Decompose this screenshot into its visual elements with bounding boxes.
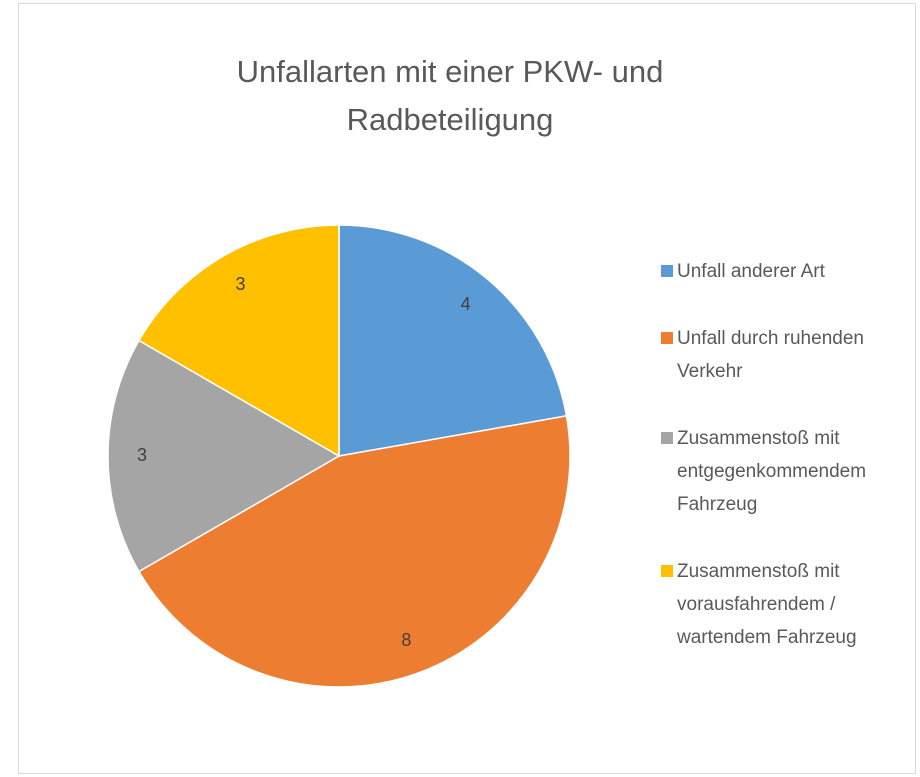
legend-label: Zusammenstoß mit vorausfahrendem / warte… [677, 561, 857, 648]
legend-swatch [661, 265, 673, 277]
data-label: 4 [461, 294, 471, 314]
legend-label: Zusammenstoß mit entgegenkommendem Fahrz… [677, 428, 867, 515]
legend-item: Zusammenstoß mit entgegenkommendem Fahrz… [658, 422, 908, 521]
legend-swatch [661, 565, 673, 577]
legend-swatch [661, 332, 673, 344]
pie-slice [338, 224, 568, 457]
legend-label: Unfall anderer Art [677, 261, 825, 282]
pie-slice [107, 339, 341, 573]
legend-label: Unfall durch ruhenden Verkehr [677, 328, 864, 382]
chart-title: Unfallarten mit einer PKW- und Radbeteil… [236, 54, 664, 137]
chart-border [18, 3, 916, 774]
legend: Unfall anderer Art Unfall durch ruhenden … [658, 255, 908, 688]
data-label: 3 [235, 274, 245, 294]
legend-item: Unfall anderer Art [658, 255, 908, 288]
data-label: 8 [401, 630, 411, 650]
pie-slice [137, 224, 340, 458]
legend-swatch [661, 432, 673, 444]
data-label: 3 [137, 445, 147, 465]
pie-slice [137, 415, 571, 688]
legend-item: Zusammenstoß mit vorausfahrendem / warte… [658, 555, 908, 654]
legend-item: Unfall durch ruhenden Verkehr [658, 322, 908, 388]
